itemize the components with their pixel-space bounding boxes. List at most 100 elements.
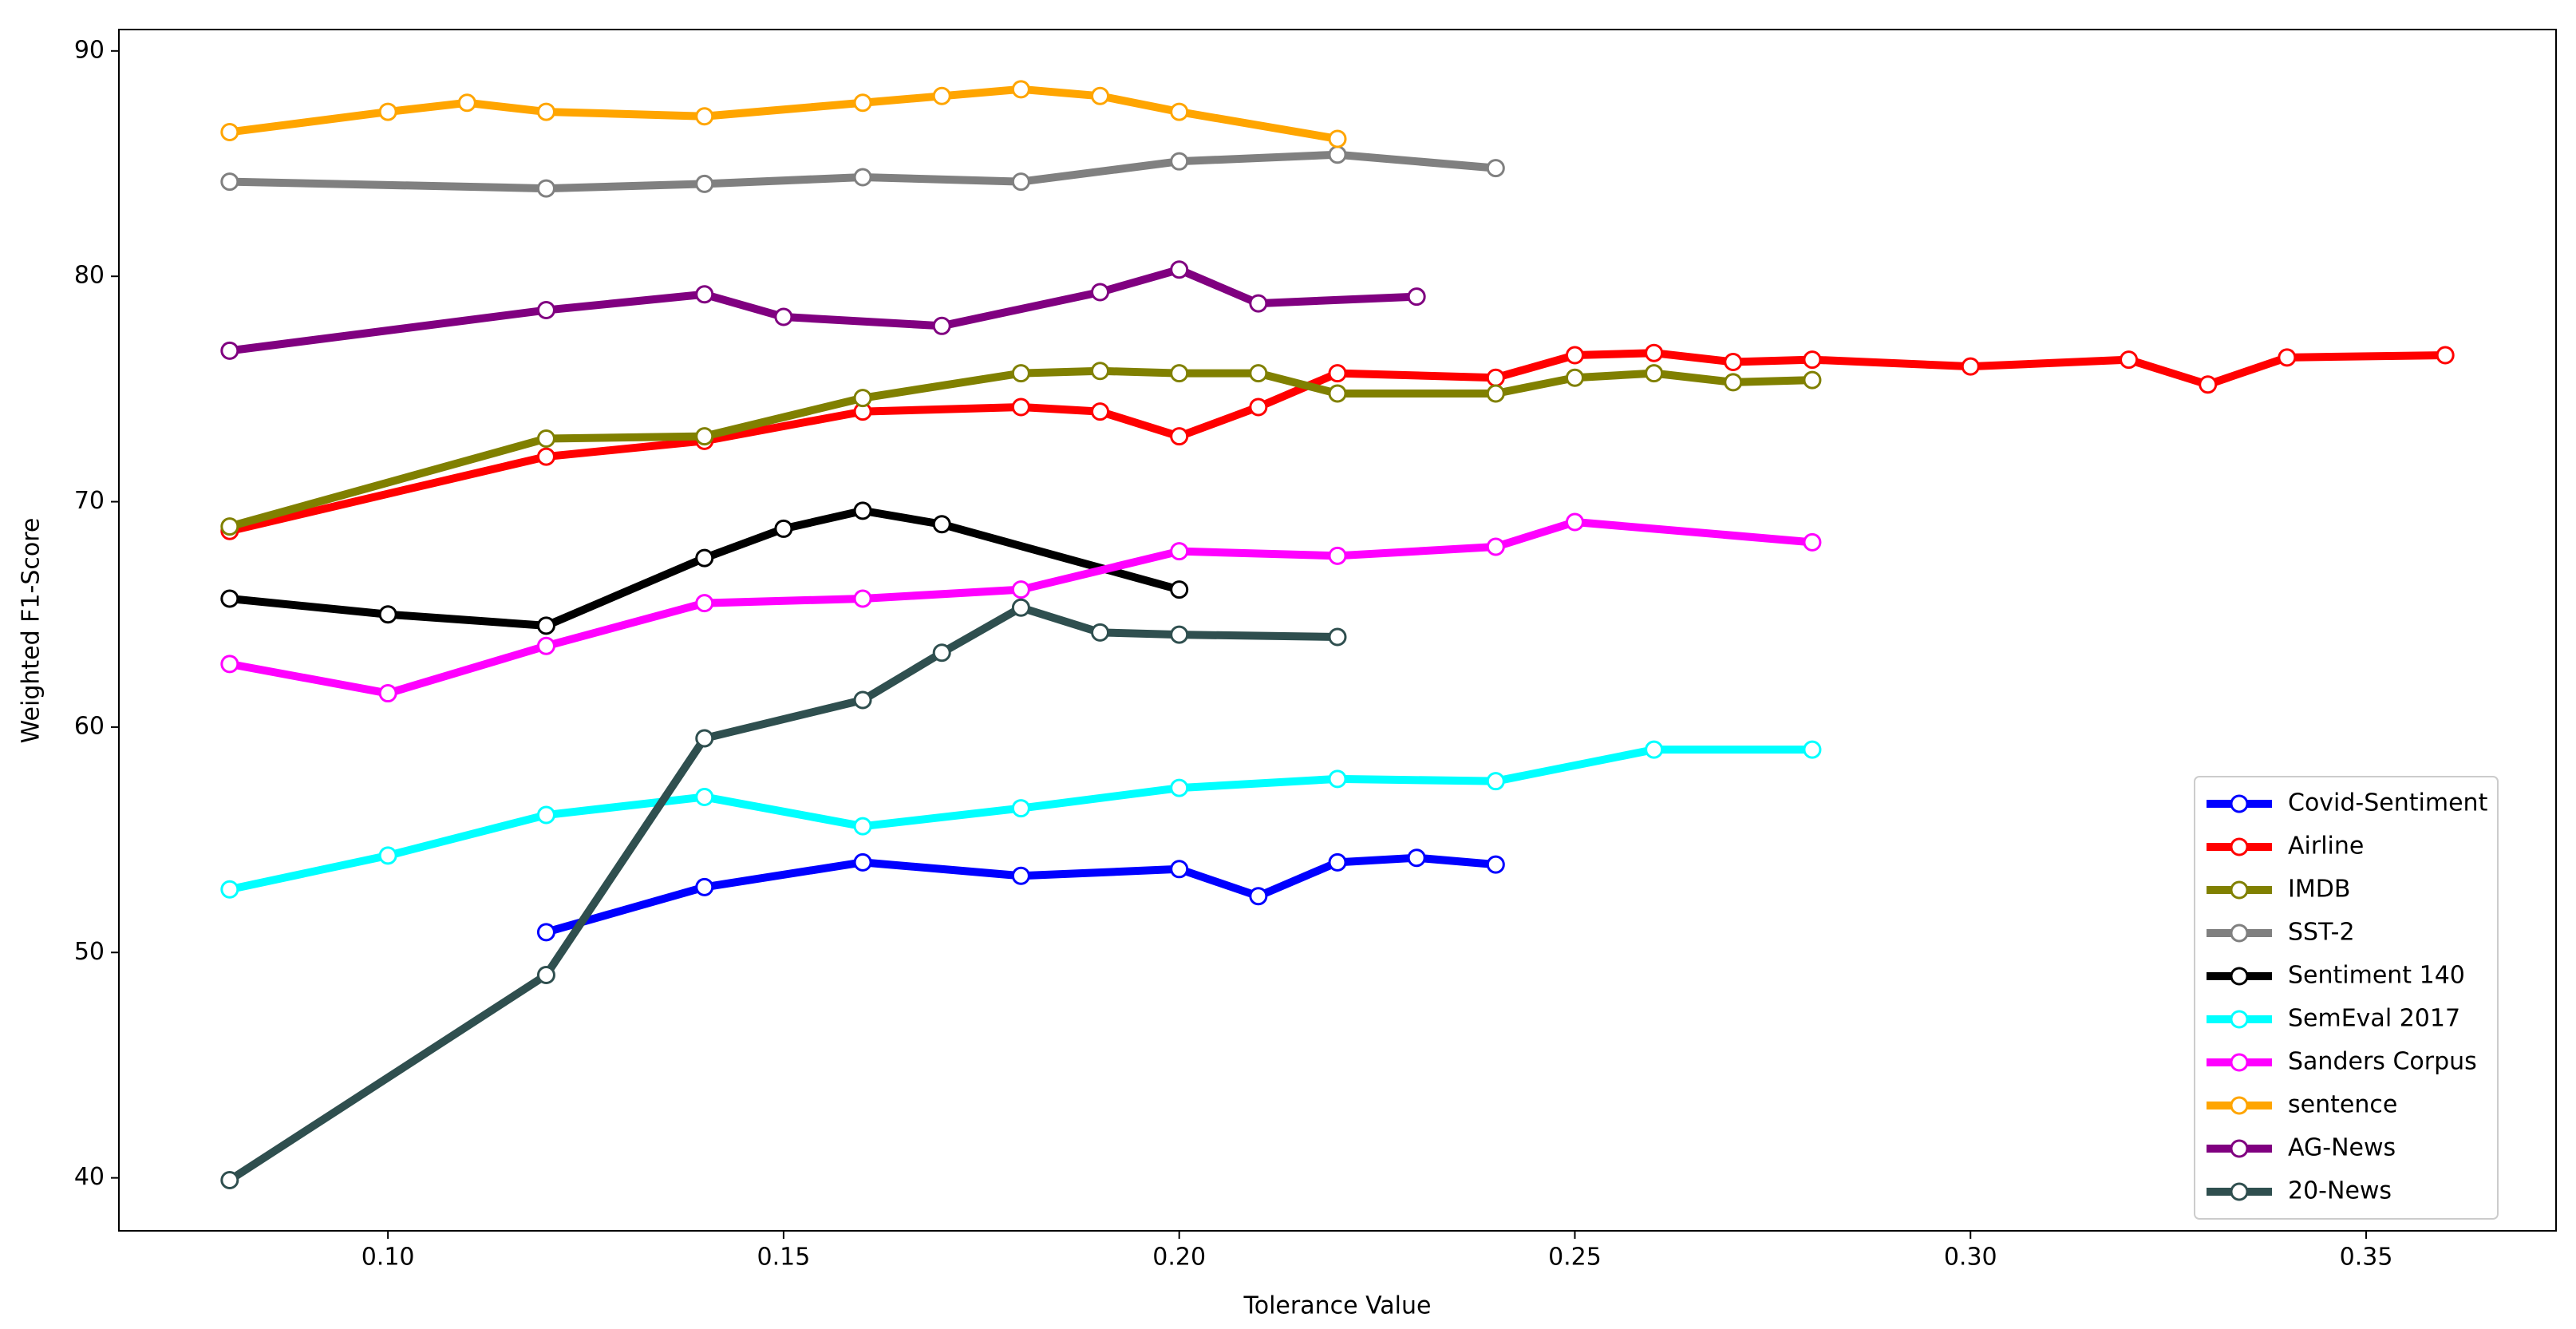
y-tick-label: 60 xyxy=(74,712,105,740)
point xyxy=(1011,364,1030,383)
legend-marker xyxy=(2230,1053,2249,1072)
point xyxy=(536,447,555,466)
point xyxy=(1170,427,1189,446)
series-line xyxy=(229,265,1417,355)
point xyxy=(932,515,951,534)
point xyxy=(1645,364,1664,383)
legend-marker xyxy=(2230,924,2249,943)
point xyxy=(1724,352,1743,371)
y-axis-label: Weighted F1-Score xyxy=(18,518,45,744)
x-tick-label: 0.25 xyxy=(1548,1244,1602,1272)
point xyxy=(1645,740,1664,759)
point xyxy=(1565,368,1584,387)
point xyxy=(853,168,872,187)
point xyxy=(1486,368,1505,387)
series-line xyxy=(228,366,1813,531)
point xyxy=(1724,373,1743,392)
point xyxy=(853,817,872,836)
point xyxy=(2199,375,2218,394)
legend-label: 20-News xyxy=(2288,1177,2392,1205)
point xyxy=(220,517,239,536)
point xyxy=(220,1170,239,1189)
point xyxy=(1091,362,1110,381)
legend-marker xyxy=(2230,1182,2249,1201)
point xyxy=(1091,402,1110,421)
y-tick-label: 90 xyxy=(74,36,105,64)
point xyxy=(1803,740,1822,759)
point xyxy=(536,179,555,198)
point xyxy=(1645,343,1664,362)
point xyxy=(1328,852,1347,872)
point xyxy=(1091,283,1110,302)
point xyxy=(1170,580,1189,599)
point xyxy=(536,636,555,655)
legend-label: IMDB xyxy=(2288,876,2350,904)
point xyxy=(536,301,555,320)
point xyxy=(695,548,714,568)
point xyxy=(1486,159,1505,178)
point xyxy=(1170,778,1189,797)
point xyxy=(1091,86,1110,105)
point xyxy=(1249,398,1268,417)
point xyxy=(378,102,397,121)
point xyxy=(1011,172,1030,192)
point xyxy=(1011,598,1030,617)
legend-label: Airline xyxy=(2288,833,2364,860)
point xyxy=(1486,772,1505,791)
point xyxy=(1328,546,1347,565)
point xyxy=(774,519,793,538)
legend-marker xyxy=(2230,837,2249,856)
point xyxy=(695,594,714,613)
point xyxy=(1486,537,1505,556)
point xyxy=(1011,799,1030,818)
point xyxy=(853,690,872,710)
point xyxy=(536,616,555,635)
point xyxy=(220,341,239,360)
plot-frame xyxy=(118,29,2557,1232)
point xyxy=(220,589,239,608)
point xyxy=(2278,348,2297,367)
point xyxy=(1803,532,1822,552)
legend-marker xyxy=(2230,794,2249,813)
point xyxy=(1170,102,1189,121)
point xyxy=(695,427,714,446)
point xyxy=(1803,370,1822,390)
point xyxy=(695,787,714,806)
x-tick-label: 0.35 xyxy=(2340,1244,2393,1272)
point xyxy=(2436,346,2455,365)
point xyxy=(1011,580,1030,599)
point xyxy=(1170,542,1189,561)
point xyxy=(1011,398,1030,417)
y-tick-label: 70 xyxy=(74,487,105,515)
point xyxy=(853,589,872,608)
legend-label: SemEval 2017 xyxy=(2288,1005,2460,1033)
point xyxy=(1011,866,1030,885)
point xyxy=(1961,357,1980,376)
point xyxy=(1328,384,1347,403)
point xyxy=(695,174,714,193)
point xyxy=(1407,848,1426,868)
point xyxy=(378,684,397,703)
point xyxy=(536,923,555,942)
point xyxy=(536,102,555,121)
point xyxy=(220,655,239,674)
x-tick-label: 0.15 xyxy=(757,1244,811,1272)
legend-label: SST-2 xyxy=(2288,919,2355,947)
series-line xyxy=(229,506,1181,630)
point xyxy=(774,307,793,326)
point xyxy=(1170,860,1189,879)
point xyxy=(1328,627,1347,647)
point xyxy=(1486,855,1505,874)
point xyxy=(1328,769,1347,789)
x-axis-label: Tolerance Value xyxy=(1243,1292,1432,1320)
point xyxy=(1565,346,1584,365)
point xyxy=(932,643,951,663)
legend-marker xyxy=(2230,1139,2249,1158)
point xyxy=(932,86,951,105)
point xyxy=(1170,625,1189,644)
y-tick-label: 80 xyxy=(74,262,105,290)
point xyxy=(853,501,872,520)
point xyxy=(1565,512,1584,532)
legend-marker xyxy=(2230,1096,2249,1115)
